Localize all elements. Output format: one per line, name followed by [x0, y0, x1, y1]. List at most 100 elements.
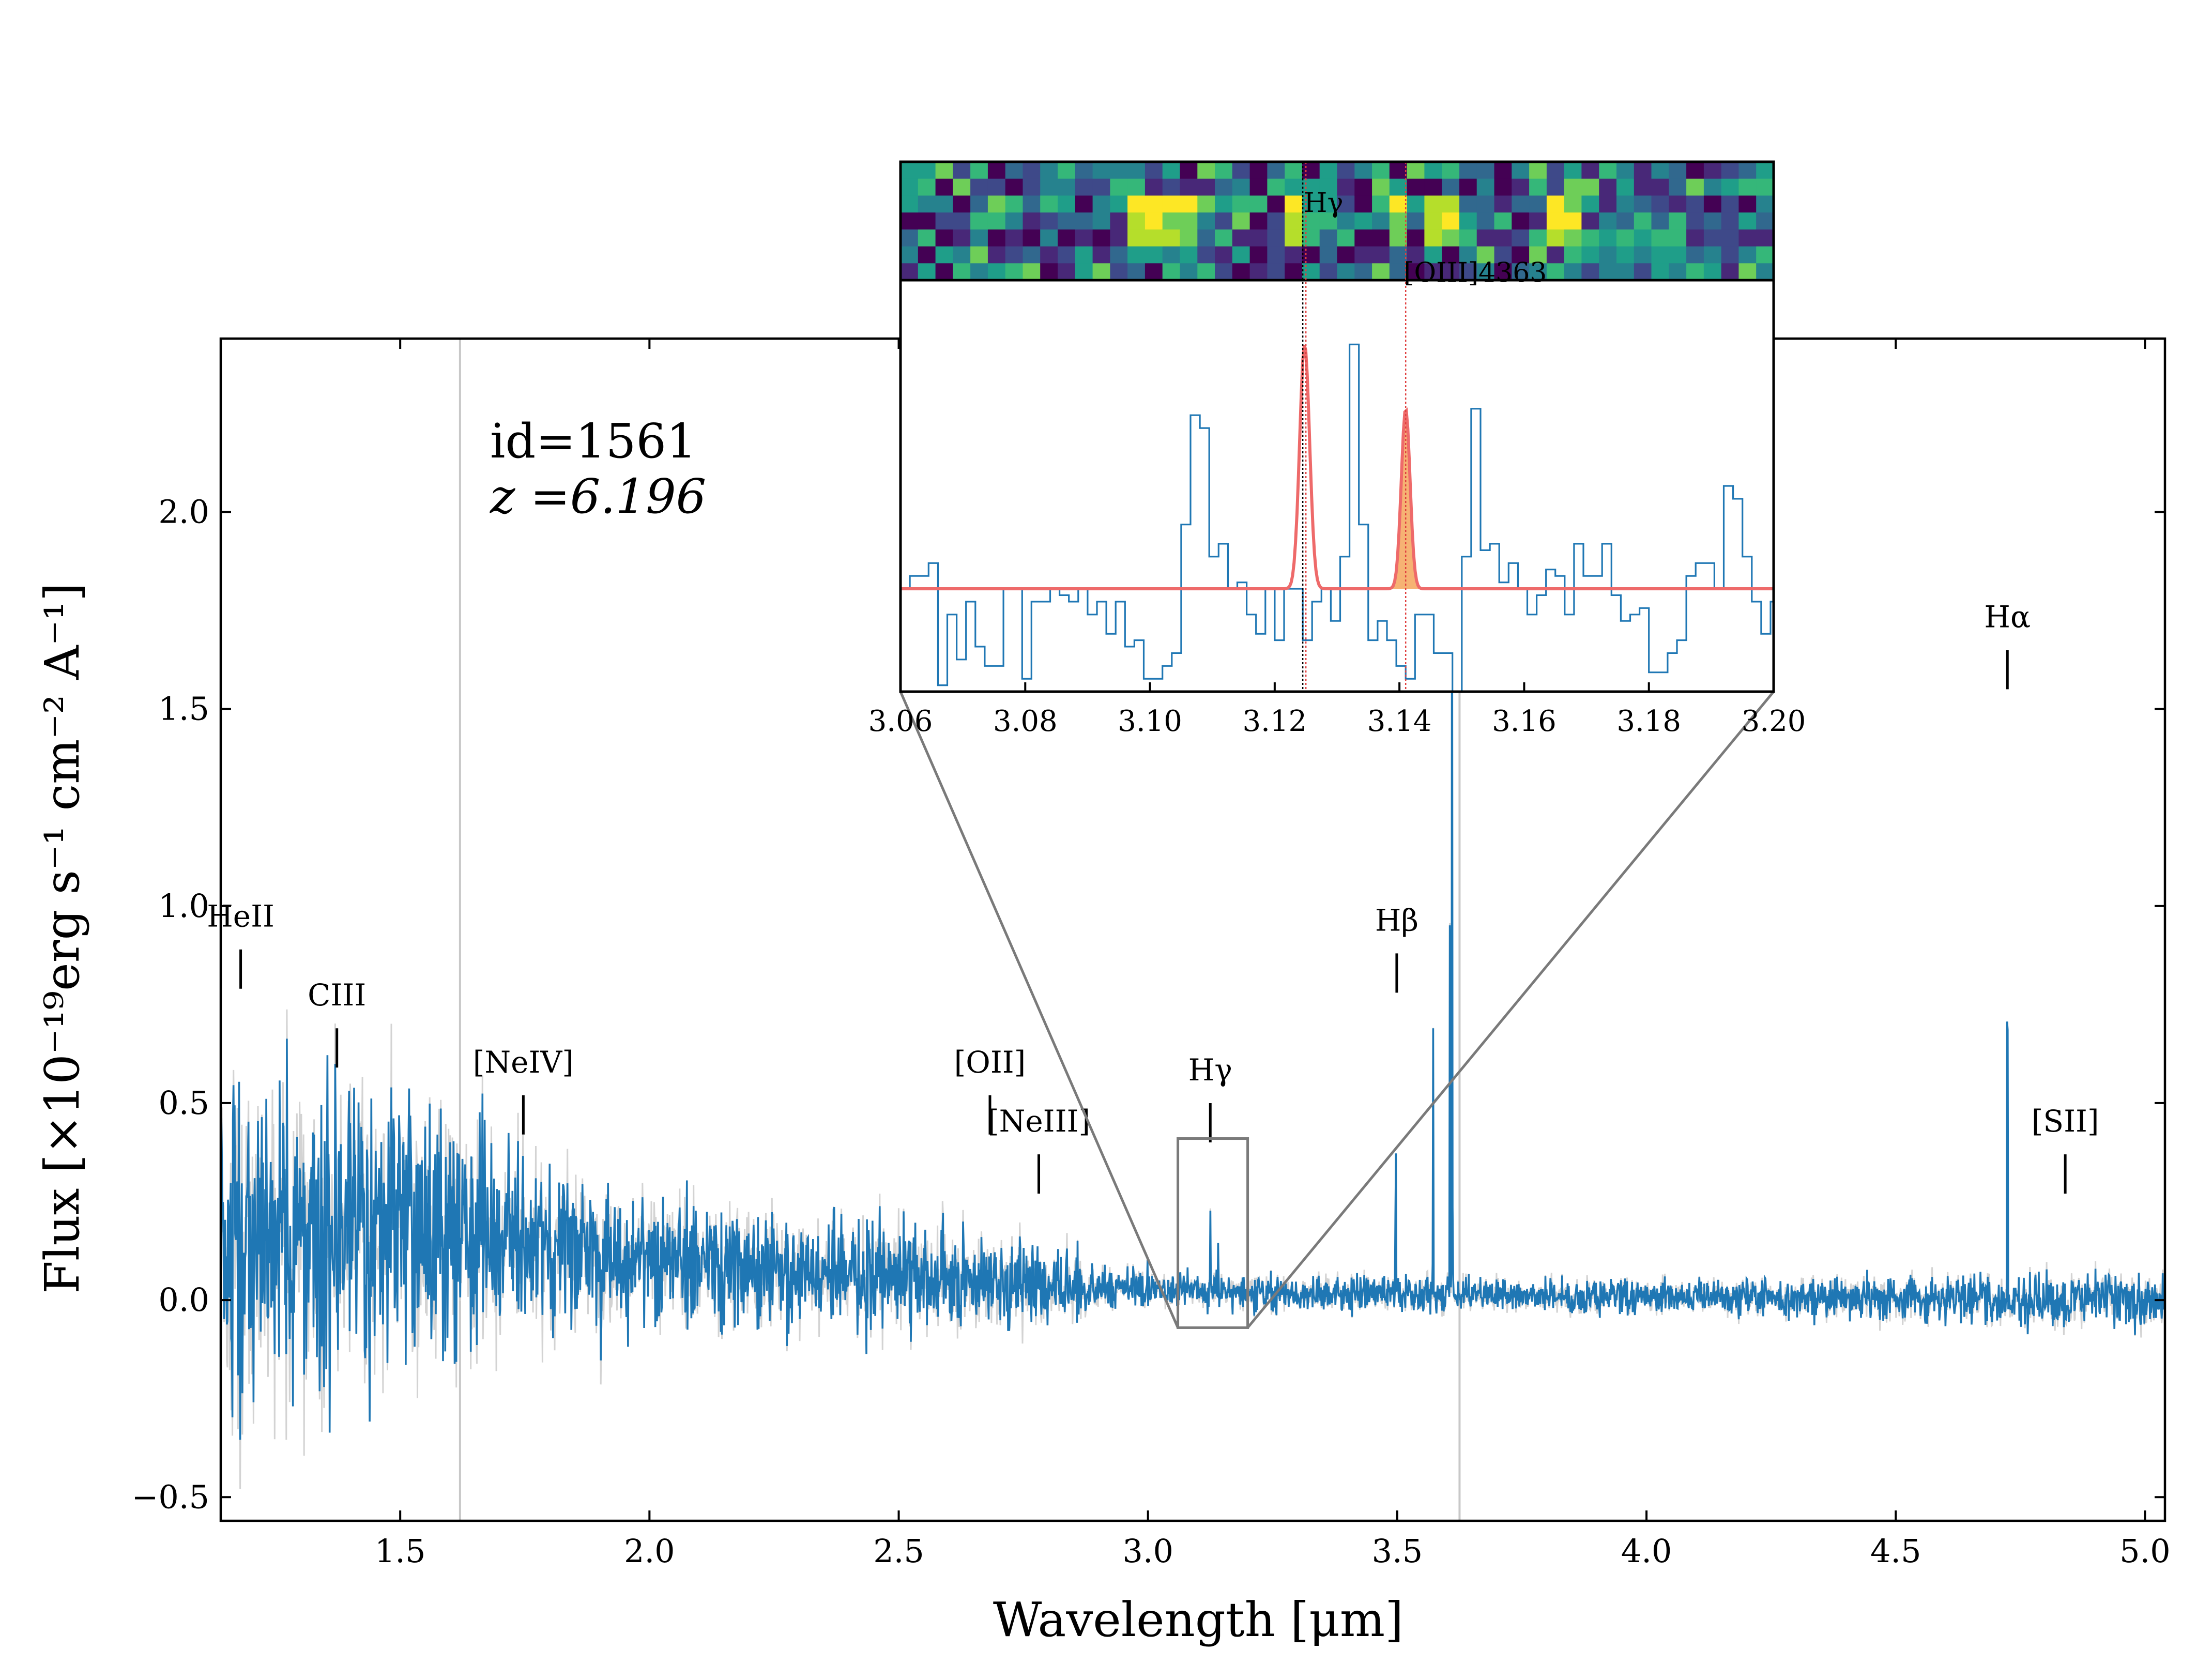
- image-pixel: [918, 212, 936, 230]
- image-pixel: [1058, 263, 1076, 281]
- image-pixel: [1249, 263, 1268, 281]
- image-pixel: [1232, 246, 1250, 264]
- image-pixel: [1372, 178, 1390, 196]
- inset-spectrum-step: [901, 343, 1774, 693]
- image-pixel: [1389, 212, 1408, 230]
- image-pixel: [1756, 229, 1774, 247]
- inset-axis-ticks: 3.06 3.08 3.10 3.12 3.14 3.16 3.18 3.20: [868, 682, 1806, 738]
- image-pixel: [1651, 263, 1669, 281]
- image-pixel: [1267, 178, 1285, 196]
- image-pixel: [1738, 263, 1757, 281]
- image-pixel: [1372, 246, 1390, 264]
- image-pixel: [1546, 263, 1565, 281]
- image-pixel: [1319, 162, 1338, 179]
- image-pixel: [1459, 212, 1477, 230]
- image-pixel: [935, 229, 953, 247]
- image-pixel: [1651, 212, 1669, 230]
- spectrum-2d-image: [901, 162, 1774, 282]
- image-pixel: [1721, 162, 1740, 179]
- image-pixel: [953, 178, 971, 196]
- image-pixel: [918, 263, 936, 281]
- image-pixel: [1442, 162, 1460, 179]
- image-pixel: [1337, 162, 1355, 179]
- image-pixel: [1302, 246, 1320, 264]
- image-pixel: [1023, 162, 1041, 179]
- image-pixel: [1110, 263, 1128, 281]
- image-pixel: [1546, 212, 1565, 230]
- image-pixel: [970, 212, 988, 230]
- image-pixel: [1721, 195, 1740, 213]
- image-pixel: [1459, 229, 1477, 247]
- image-pixel: [1075, 178, 1093, 196]
- image-pixel: [1564, 162, 1582, 179]
- image-pixel: [1424, 162, 1442, 179]
- image-pixel: [1599, 212, 1617, 230]
- image-pixel: [1459, 246, 1477, 264]
- y-tick-label: 2.0: [158, 493, 209, 530]
- image-pixel: [1494, 195, 1512, 213]
- image-pixel: [1546, 162, 1565, 179]
- image-pixel: [1180, 263, 1198, 281]
- image-pixel: [1703, 212, 1722, 230]
- image-pixel: [1616, 229, 1635, 247]
- image-pixel: [1703, 246, 1722, 264]
- image-pixel: [1337, 195, 1355, 213]
- image-pixel: [970, 263, 988, 281]
- image-pixel: [1634, 263, 1652, 281]
- image-pixel: [935, 162, 953, 179]
- image-pixel: [1424, 246, 1442, 264]
- image-pixel: [1302, 212, 1320, 230]
- image-pixel: [1075, 212, 1093, 230]
- image-pixel: [1354, 246, 1372, 264]
- image-pixel: [1249, 212, 1268, 230]
- image-pixel: [1599, 162, 1617, 179]
- image-pixel: [1581, 263, 1599, 281]
- image-pixel: [1302, 195, 1320, 213]
- image-pixel: [1703, 195, 1722, 213]
- image-pixel: [935, 246, 953, 264]
- image-pixel: [1145, 162, 1163, 179]
- image-pixel: [1424, 178, 1442, 196]
- image-pixel: [953, 195, 971, 213]
- image-pixel: [1145, 212, 1163, 230]
- image-pixel: [1058, 246, 1076, 264]
- image-pixel: [1285, 229, 1303, 247]
- image-pixel: [1564, 246, 1582, 264]
- main-plot: 1.5 2.0 2.5 3.0 3.5 4.0 4.5 5.0 −0.5 0.0 0.5 1.0 1.5…: [35, 337, 2171, 1647]
- image-pixel: [1738, 212, 1757, 230]
- image-pixel: [1040, 212, 1058, 230]
- image-pixel: [1040, 246, 1058, 264]
- image-pixel: [1127, 246, 1146, 264]
- image-pixel: [1232, 229, 1250, 247]
- image-pixel: [1651, 246, 1669, 264]
- image-pixel: [1005, 162, 1024, 179]
- image-pixel: [1075, 246, 1093, 264]
- image-pixel: [1005, 246, 1024, 264]
- image-pixel: [935, 195, 953, 213]
- image-pixel: [1459, 162, 1477, 179]
- inset-x-tick-label: 3.20: [1742, 705, 1806, 738]
- image-pixel: [1512, 212, 1530, 230]
- x-axis-title: Wavelength [μm]: [993, 1592, 1403, 1647]
- image-pixel: [1232, 178, 1250, 196]
- image-pixel: [1529, 195, 1547, 213]
- image-pixel: [1267, 162, 1285, 179]
- image-pixel: [1180, 195, 1198, 213]
- image-pixel: [1546, 229, 1565, 247]
- image-pixel: [1162, 195, 1181, 213]
- image-pixel: [1512, 263, 1530, 281]
- image-pixel: [1267, 263, 1285, 281]
- line-marker-label: [OII]: [954, 1045, 1026, 1080]
- image-pixel: [1442, 178, 1460, 196]
- image-pixel: [918, 162, 936, 179]
- image-pixel: [1407, 178, 1425, 196]
- image-pixel: [1389, 263, 1408, 281]
- image-pixel: [901, 229, 919, 247]
- image-pixel: [1180, 178, 1198, 196]
- image-pixel: [1145, 229, 1163, 247]
- x-tick-label: 3.0: [1122, 1532, 1173, 1570]
- image-pixel: [1424, 212, 1442, 230]
- image-pixel: [1476, 229, 1495, 247]
- image-pixel: [1703, 162, 1722, 179]
- image-pixel: [1424, 229, 1442, 247]
